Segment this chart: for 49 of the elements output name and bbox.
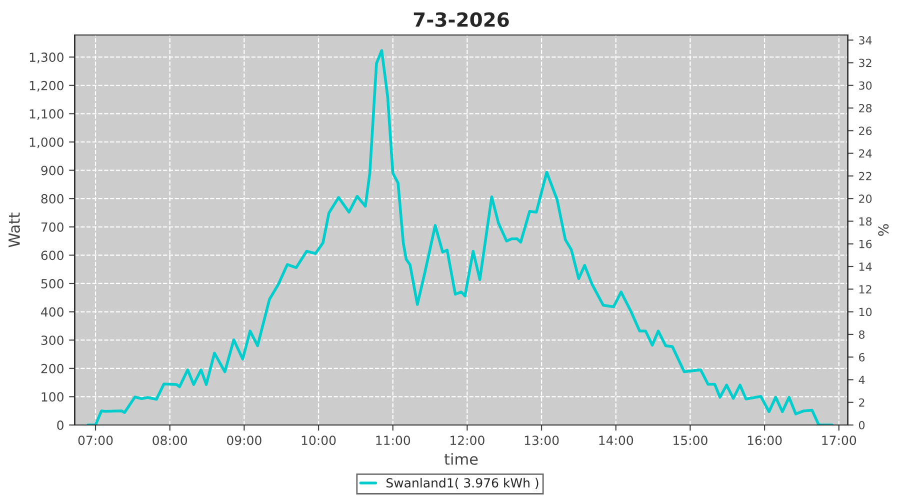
y-tick-label: 300 <box>41 336 64 346</box>
y2-axis-title: % <box>878 224 889 236</box>
y2-tick-label: 28 <box>859 104 872 112</box>
y2-tick-label: 2 <box>859 398 864 407</box>
y-tick-label: 0 <box>57 420 64 430</box>
line-series <box>86 49 834 425</box>
y2-tick-label: 32 <box>859 58 872 68</box>
y-tick-label: 600 <box>41 250 64 260</box>
y2-tick-label: 14 <box>859 262 872 271</box>
y2-tick-label: 16 <box>859 240 872 248</box>
x-tick-label: 11:00 <box>376 436 410 446</box>
x-tick-label: 07:00 <box>78 436 113 446</box>
legend-label: Swanland1( 3.976 kWh ) <box>386 478 538 490</box>
y2-tick-label: 4 <box>858 376 865 384</box>
y2-tick-label: 24 <box>859 149 872 158</box>
y2-tick-label: 12 <box>859 285 872 294</box>
y-tick-label: 1,000 <box>30 137 64 148</box>
y-axis-title: Watt <box>8 212 20 248</box>
x-tick-label: 15:00 <box>674 436 708 446</box>
y-tick-label: 1,300 <box>30 52 64 64</box>
y-tick-label: 100 <box>42 392 64 402</box>
y-tick-label: 500 <box>41 278 64 288</box>
y2-tick-label: 6 <box>858 353 865 362</box>
y2-tick-label: 30 <box>859 81 872 90</box>
x-tick-label: 16:00 <box>748 436 782 446</box>
y2-tick-label: 34 <box>859 36 872 44</box>
x-tick-label: 10:00 <box>302 436 336 446</box>
y-tick-label: 200 <box>41 364 64 374</box>
y-tick-label: 700 <box>41 222 64 232</box>
y-tick-label: 1,200 <box>30 80 64 92</box>
y2-tick-label: 10 <box>859 308 872 316</box>
y-tick-label: 400 <box>41 307 64 317</box>
y2-tick-label: 8 <box>858 330 865 339</box>
y2-tick-label: 22 <box>859 172 872 180</box>
y-tick-label: 900 <box>41 166 64 176</box>
x-axis-title: time <box>444 453 478 465</box>
y2-tick-label: 0 <box>858 420 865 430</box>
x-tick-label: 08:00 <box>152 436 188 446</box>
y2-tick-label: 20 <box>859 194 872 203</box>
chart-title: 7-3-2026 <box>414 12 509 27</box>
x-tick-label: 09:00 <box>227 436 262 446</box>
y-tick-label: 1,100 <box>30 109 64 120</box>
x-tick-label: 17:00 <box>822 436 856 446</box>
x-tick-label: 14:00 <box>599 436 634 446</box>
y2-tick-label: 26 <box>859 126 872 136</box>
x-tick-label: 13:00 <box>524 436 559 446</box>
x-tick-label: 12:00 <box>450 436 484 446</box>
y2-tick-label: 18 <box>859 217 872 226</box>
y-tick-label: 800 <box>41 194 64 204</box>
